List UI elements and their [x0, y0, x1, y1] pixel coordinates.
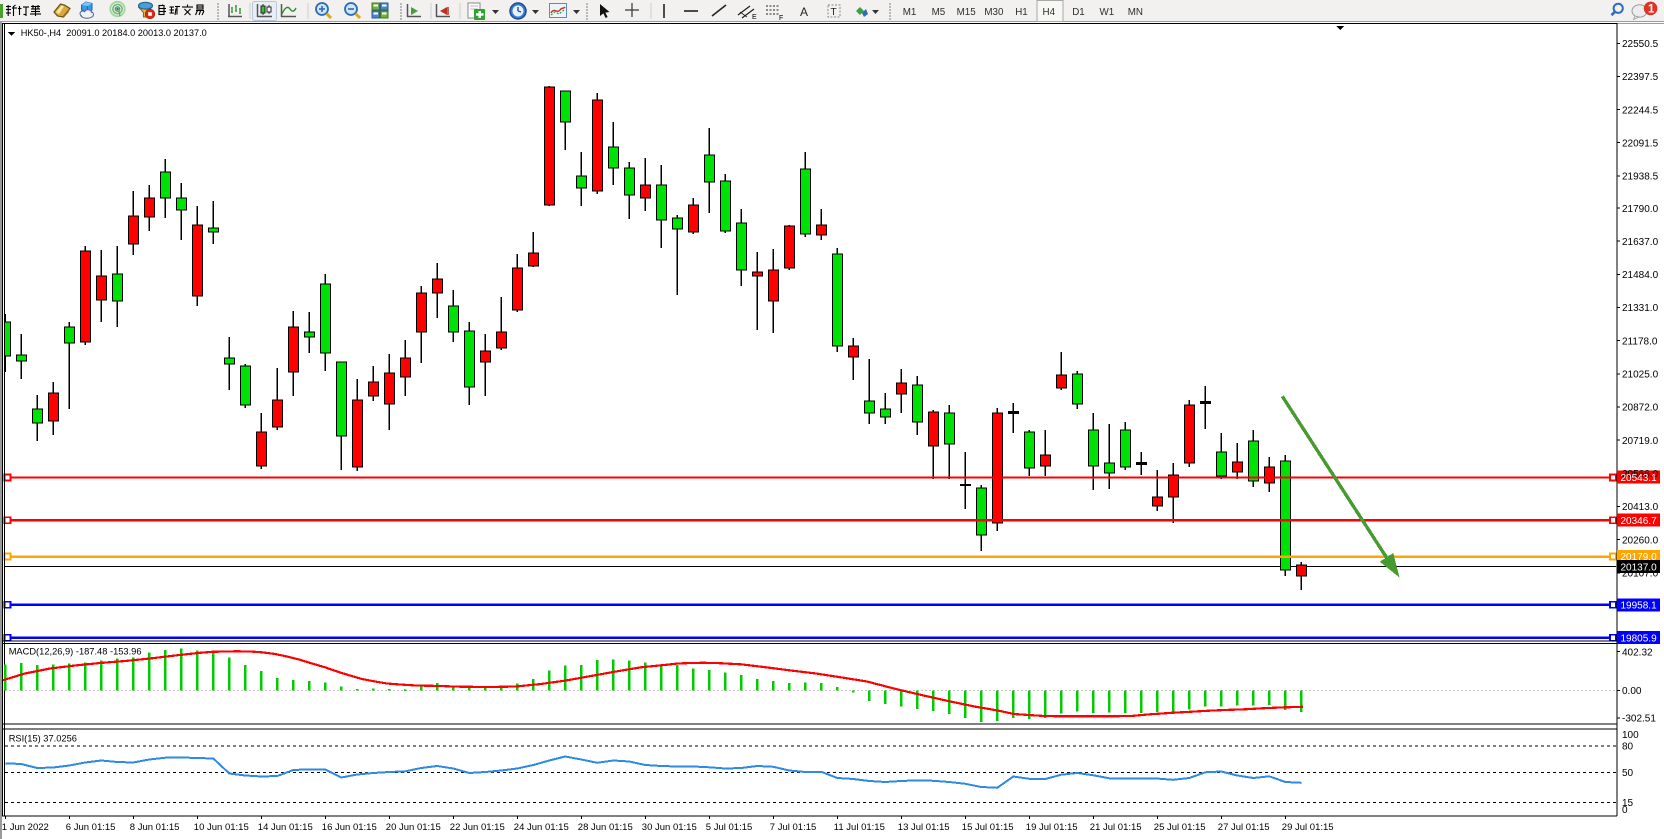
svg-text:21484.0: 21484.0	[1622, 270, 1659, 281]
svg-text:RSI(15) 37.0256: RSI(15) 37.0256	[9, 734, 77, 744]
svg-text:20872.0: 20872.0	[1622, 403, 1659, 414]
svg-text:21178.0: 21178.0	[1622, 336, 1658, 347]
svg-text:20543.1: 20543.1	[1621, 473, 1658, 484]
svg-text:20719.0: 20719.0	[1622, 436, 1659, 447]
svg-text:M30: M30	[984, 7, 1004, 18]
svg-text:13 Jul 01:15: 13 Jul 01:15	[898, 822, 950, 833]
svg-text:50: 50	[1622, 768, 1634, 779]
svg-text:5 Jul 01:15: 5 Jul 01:15	[706, 822, 752, 833]
svg-text:21637.0: 21637.0	[1622, 237, 1659, 248]
svg-text:19 Jul 01:15: 19 Jul 01:15	[1026, 822, 1078, 833]
svg-text:21938.5: 21938.5	[1622, 172, 1659, 183]
svg-text:15 Jul 01:15: 15 Jul 01:15	[962, 822, 1014, 833]
svg-text:20413.0: 20413.0	[1622, 502, 1659, 513]
svg-text:22091.5: 22091.5	[1622, 138, 1659, 149]
svg-text:HK50-,H4 20091.0 20184.0 2001: HK50-,H4 20091.0 20184.0 20013.0 20137.0	[21, 28, 207, 38]
svg-text:20 Jun 01:15: 20 Jun 01:15	[386, 822, 441, 833]
svg-text:0.00: 0.00	[1622, 686, 1642, 697]
svg-text:20566.0: 20566.0	[1622, 469, 1659, 480]
svg-text:16 Jun 01:15: 16 Jun 01:15	[322, 822, 377, 833]
svg-text:29 Jul 01:15: 29 Jul 01:15	[1282, 822, 1334, 833]
svg-text:22550.5: 22550.5	[1622, 39, 1659, 50]
svg-text:6 Jun 01:15: 6 Jun 01:15	[66, 822, 116, 833]
svg-text:30 Jun 01:15: 30 Jun 01:15	[642, 822, 697, 833]
svg-text:W1: W1	[1100, 7, 1115, 18]
svg-text:MACD(12,26,9) -187.48 -153.96: MACD(12,26,9) -187.48 -153.96	[9, 647, 142, 657]
svg-text:402.32: 402.32	[1622, 647, 1653, 658]
svg-text:19958.1: 19958.1	[1621, 601, 1658, 612]
svg-text:1: 1	[1648, 4, 1655, 16]
svg-text:F: F	[779, 15, 783, 22]
svg-text:27 Jul 01:15: 27 Jul 01:15	[1218, 822, 1270, 833]
svg-text:80: 80	[1622, 742, 1634, 753]
svg-text:E: E	[752, 14, 757, 21]
svg-text:20260.0: 20260.0	[1622, 535, 1659, 546]
svg-text:24 Jun 01:15: 24 Jun 01:15	[514, 822, 569, 833]
svg-text:25 Jul 01:15: 25 Jul 01:15	[1154, 822, 1206, 833]
svg-text:H1: H1	[1015, 7, 1028, 18]
svg-text:21790.0: 21790.0	[1622, 204, 1659, 215]
svg-text:M1: M1	[903, 7, 917, 18]
svg-text:22397.5: 22397.5	[1622, 72, 1659, 83]
svg-text:-302.51: -302.51	[1622, 714, 1656, 725]
svg-text:28 Jun 01:15: 28 Jun 01:15	[578, 822, 633, 833]
svg-text:20107.0: 20107.0	[1622, 569, 1659, 580]
svg-text:20346.7: 20346.7	[1621, 516, 1658, 527]
svg-text:21 Jul 01:15: 21 Jul 01:15	[1090, 822, 1142, 833]
svg-text:0: 0	[1622, 805, 1628, 816]
svg-text:M5: M5	[932, 7, 946, 18]
svg-text:22 Jun 01:15: 22 Jun 01:15	[450, 822, 505, 833]
svg-text:8 Jun 01:15: 8 Jun 01:15	[130, 822, 180, 833]
svg-text:20179.0: 20179.0	[1621, 552, 1658, 563]
svg-text:11 Jul 01:15: 11 Jul 01:15	[834, 822, 885, 833]
svg-text:100: 100	[1622, 730, 1639, 741]
svg-text:21331.0: 21331.0	[1622, 303, 1659, 314]
svg-text:1 Jun 2022: 1 Jun 2022	[2, 822, 49, 833]
svg-text:M15: M15	[957, 7, 977, 18]
svg-text:14 Jun 01:15: 14 Jun 01:15	[258, 822, 313, 833]
svg-text:10 Jun 01:15: 10 Jun 01:15	[194, 822, 249, 833]
svg-text:T: T	[831, 7, 837, 18]
svg-text:21025.0: 21025.0	[1622, 370, 1659, 381]
svg-text:15: 15	[1622, 798, 1634, 809]
svg-text:MN: MN	[1128, 7, 1143, 18]
svg-text:D1: D1	[1072, 7, 1085, 18]
svg-text:A: A	[800, 5, 808, 19]
svg-text:7 Jul 01:15: 7 Jul 01:15	[770, 822, 816, 833]
svg-text:19805.9: 19805.9	[1621, 633, 1658, 644]
svg-text:22244.5: 22244.5	[1622, 105, 1659, 116]
svg-text:H4: H4	[1043, 7, 1056, 18]
svg-text:20137.0: 20137.0	[1621, 562, 1658, 573]
